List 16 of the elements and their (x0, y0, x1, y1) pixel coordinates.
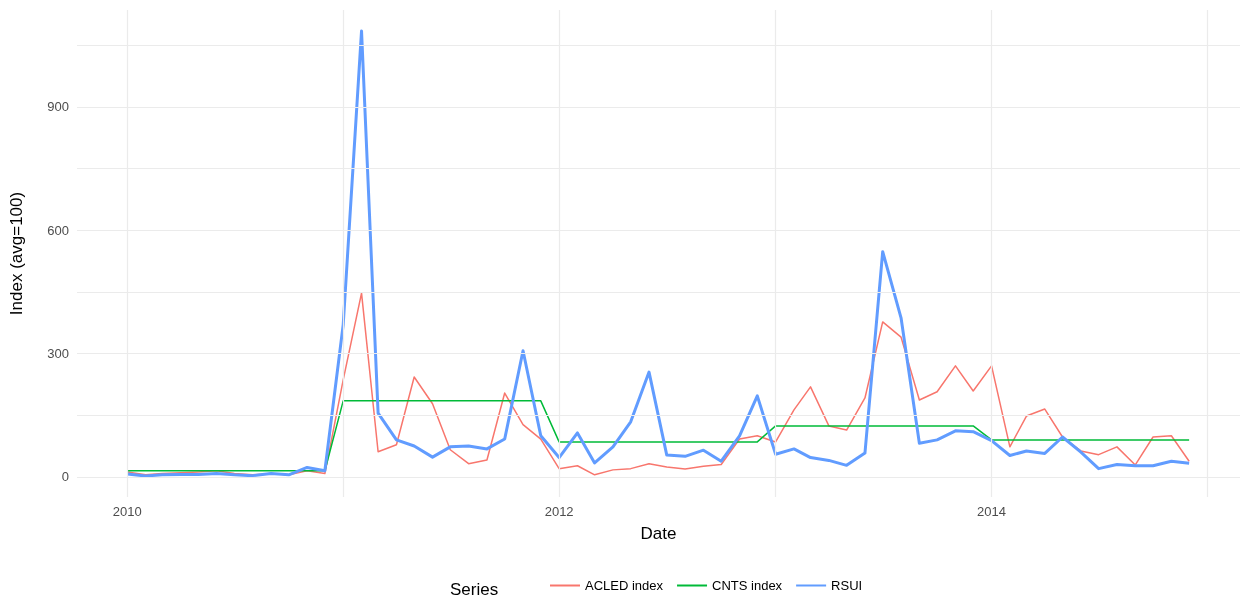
legend-label: CNTS index (712, 578, 783, 593)
legend-label: ACLED index (585, 578, 664, 593)
line-series (125, 29, 1191, 478)
y-tick-label: 0 (61, 469, 69, 485)
legend-title: Series (450, 580, 499, 599)
x-tick-label: 2012 (544, 504, 574, 519)
legend-label: RSUI (831, 578, 863, 593)
y-tick-label: 600 (47, 222, 69, 238)
x-tick-label: 2014 (977, 504, 1007, 519)
y-axis-title: Index (avg=100) (7, 191, 26, 316)
y-tick-label: 300 (47, 346, 69, 362)
line-series (126, 400, 1190, 472)
x-axis-title: Date (640, 524, 677, 543)
line-series (126, 292, 1190, 476)
x-tick-label: 2010 (112, 504, 142, 519)
y-tick-label: 900 (47, 99, 69, 115)
